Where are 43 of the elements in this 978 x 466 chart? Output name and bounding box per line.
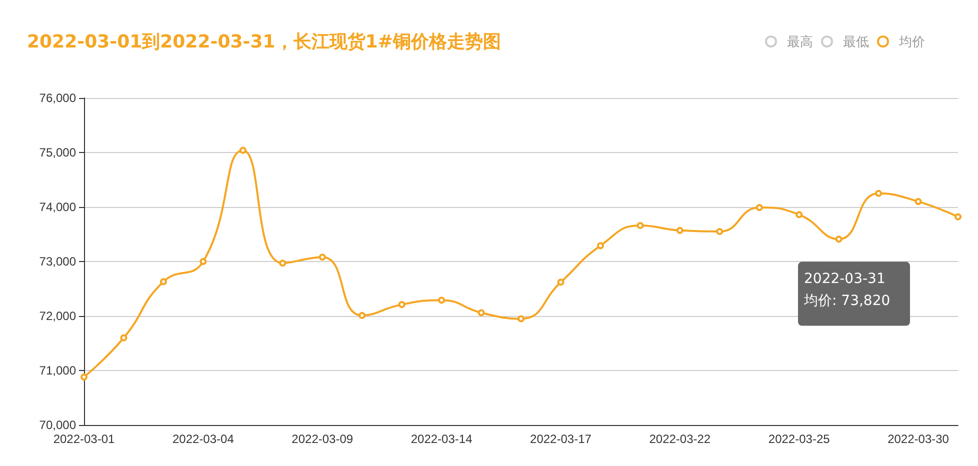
y-tick-label: 76,000 [39,91,76,105]
point [954,213,962,220]
y-tick-label: 73,000 [39,254,76,268]
point [318,254,326,261]
legend-label: 最高 [787,34,813,49]
point [120,334,128,342]
point [914,198,922,206]
y-tick-label: 75,000 [39,146,76,160]
point [676,226,684,234]
point [557,278,564,286]
point [796,211,803,218]
point [200,258,207,265]
y-tick-label: 71,000 [39,364,76,378]
point [279,260,286,267]
legend-label: 最低 [843,34,869,49]
y-tick-label: 74,000 [39,200,76,214]
x-tick-label: 2022-03-09 [292,432,354,446]
point [358,312,366,319]
x-tick-label: 2022-03-30 [888,432,950,446]
point [438,296,446,304]
x-tick-label: 2022-03-04 [172,432,234,446]
chart-title: 2022-03-01到2022-03-31，长江现货1#铜价格走势图 [27,32,501,52]
point [518,315,524,322]
point [636,222,644,230]
point [596,242,604,250]
point [756,204,763,212]
point [835,236,842,243]
annotation: 2022-03-31 均价: 73,820 [803,270,890,309]
point [80,374,88,381]
point [160,278,167,286]
x-tick-label: 2022-03-25 [768,432,830,446]
y-tick-label: 70,000 [39,418,76,432]
x-tick-label: 2022-03-01 [53,432,116,446]
point [398,301,406,308]
point [478,309,485,316]
point [239,146,246,154]
legend-label: 均价 [898,34,925,49]
point [716,228,724,236]
point [875,190,882,197]
x-tick-label: 2022-03-22 [649,432,711,446]
x-tick-label: 2022-03-14 [410,432,473,446]
y-tick-label: 72,000 [39,309,76,323]
x-tick-label: 2022-03-17 [530,432,592,446]
